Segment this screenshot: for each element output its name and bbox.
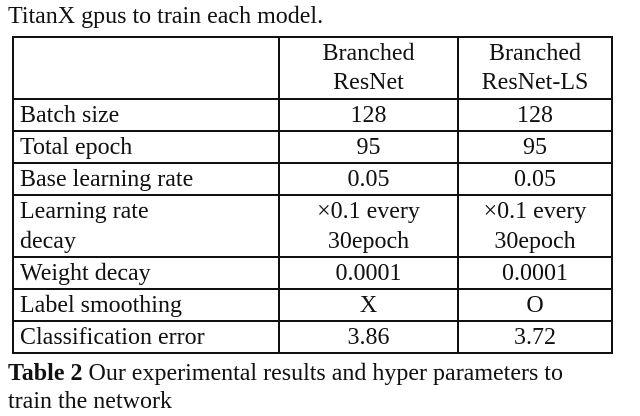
table-row: Learning rate decay ×0.1 every 30epoch ×… (12, 194, 613, 258)
table-caption: Table 2 Our experimental results and hyp… (8, 359, 563, 415)
row-label: Classification error (12, 320, 280, 354)
row-label-line2: decay (20, 228, 76, 254)
table-row: Base learning rate 0.05 0.05 (12, 162, 613, 196)
caption-line1: Our experimental results and hyper param… (82, 360, 563, 386)
cell-resnet: X (278, 288, 459, 322)
table-row: Classification error 3.86 3.72 (12, 320, 613, 354)
header-empty-cell (12, 36, 280, 100)
row-label: Weight decay (12, 256, 280, 290)
cell-resnet-ls: 3.72 (457, 320, 613, 354)
cell-line1: ×0.1 every (483, 198, 587, 224)
caption-label: Table 2 (8, 360, 83, 386)
cell-resnet-ls: 0.05 (457, 162, 613, 196)
cell-resnet: 0.05 (278, 162, 459, 196)
header-a-line1: Branched (322, 40, 415, 66)
cell-line2: 30epoch (494, 228, 576, 254)
hyperparameter-table: Branched ResNet Branched ResNet-LS Batch… (12, 36, 613, 354)
cell-resnet-ls: O (457, 288, 613, 322)
header-branched-resnet-ls: Branched ResNet-LS (457, 36, 613, 100)
cell-line1: ×0.1 every (317, 198, 420, 224)
table-row: Weight decay 0.0001 0.0001 (12, 256, 613, 290)
intro-line: TitanX gpus to train each model. (8, 3, 324, 29)
caption-line2: train the network (8, 388, 172, 414)
row-label: Base learning rate (12, 162, 280, 196)
cell-line2: 30epoch (327, 228, 410, 254)
header-b-line1: Branched (489, 40, 581, 66)
row-label: Learning rate decay (12, 194, 280, 258)
cell-resnet-ls: 128 (457, 98, 613, 132)
cell-resnet: ×0.1 every 30epoch (278, 194, 459, 258)
cell-resnet: 95 (278, 130, 459, 164)
table-row: Label smoothing X O (12, 288, 613, 322)
table-row: Batch size 128 128 (12, 98, 613, 132)
row-label: Batch size (12, 98, 280, 132)
cell-resnet: 128 (278, 98, 459, 132)
header-branched-resnet: Branched ResNet (278, 36, 459, 100)
table-row: Total epoch 95 95 (12, 130, 613, 164)
cell-resnet-ls: 0.0001 (457, 256, 613, 290)
cell-resnet-ls: 95 (457, 130, 613, 164)
cell-resnet-ls: ×0.1 every 30epoch (457, 194, 613, 258)
row-label-line1: Learning rate (20, 198, 149, 224)
row-label: Total epoch (12, 130, 280, 164)
header-a-line2: ResNet (333, 69, 404, 95)
cell-resnet: 3.86 (278, 320, 459, 354)
table-header-row: Branched ResNet Branched ResNet-LS (12, 36, 613, 100)
header-b-line2: ResNet-LS (481, 69, 589, 95)
cell-resnet: 0.0001 (278, 256, 459, 290)
intro-paragraph: TitanX gpus to train each model. (8, 0, 323, 32)
row-label: Label smoothing (12, 288, 280, 322)
